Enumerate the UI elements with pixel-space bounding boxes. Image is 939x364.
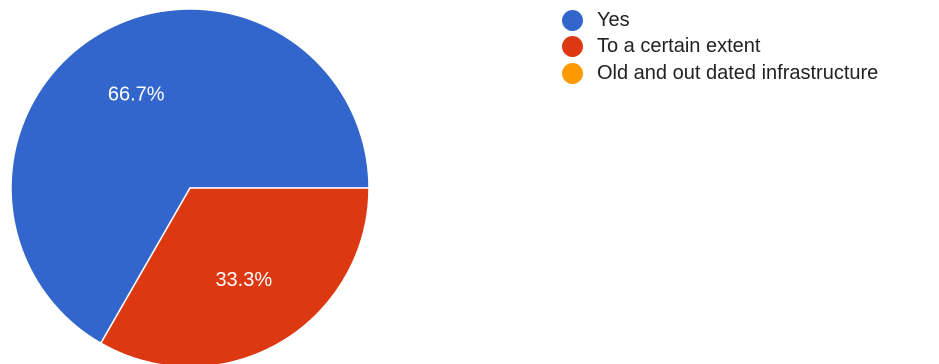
pie-slice-label-yes: 66.7% bbox=[108, 83, 165, 105]
legend-label-to-a-certain-extent: To a certain extent bbox=[597, 35, 761, 57]
legend-item-yes[interactable]: Yes bbox=[562, 8, 878, 32]
legend-swatch-to-a-certain-extent bbox=[562, 36, 583, 57]
pie-slice-label-to-a-certain-extent: 33.3% bbox=[215, 269, 272, 291]
legend-label-yes: Yes bbox=[597, 8, 630, 31]
pie-slice-labels: 66.7% 33.3% bbox=[108, 83, 273, 291]
legend-swatch-old-infrastructure bbox=[562, 62, 583, 84]
legend-swatch-yes bbox=[562, 9, 583, 31]
pie-slice-yes[interactable] bbox=[10, 8, 370, 344]
legend-item-to-a-certain-extent[interactable]: To a certain extent bbox=[562, 35, 878, 59]
legend-label-old-infrastructure: Old and out dated infrastructure bbox=[597, 61, 879, 84]
pie-slices bbox=[10, 8, 370, 364]
chart-legend: Yes To a certain extent Old and out date… bbox=[562, 8, 878, 88]
legend-item-old-infrastructure[interactable]: Old and out dated infrastructure bbox=[562, 61, 878, 85]
pie-slice-to-a-certain-extent[interactable] bbox=[100, 187, 370, 364]
